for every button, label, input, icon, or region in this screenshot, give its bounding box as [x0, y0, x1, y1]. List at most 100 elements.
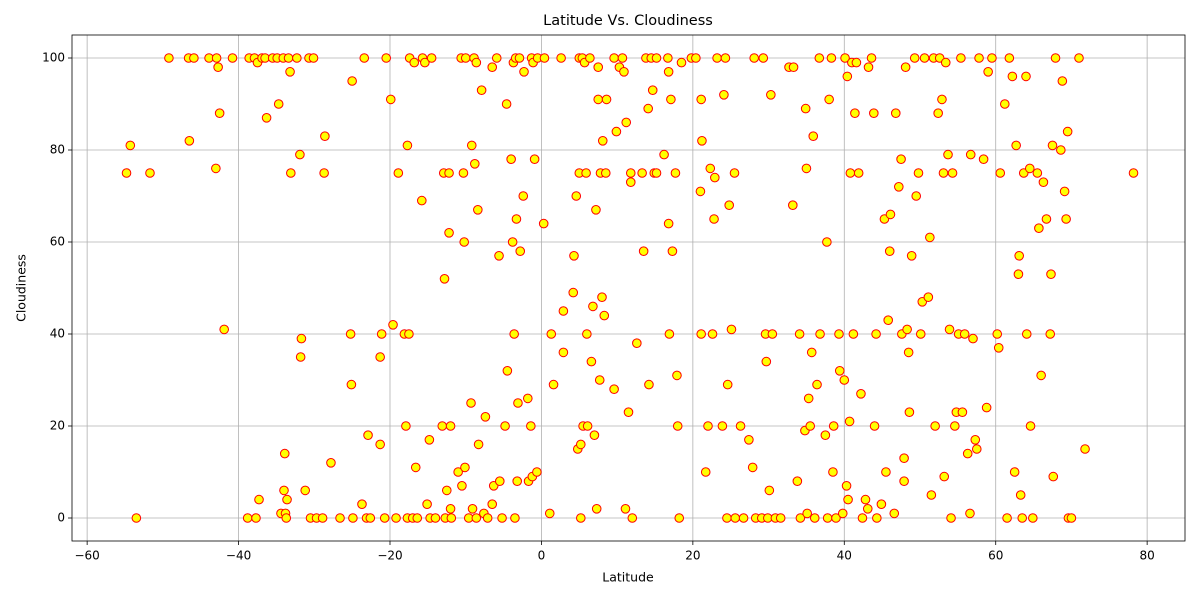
- point: [211, 53, 222, 63]
- point: [125, 140, 136, 151]
- point: [471, 513, 482, 523]
- point: [514, 53, 525, 63]
- point: [617, 53, 628, 63]
- y-tick-label: 80: [50, 143, 65, 157]
- point: [644, 379, 654, 390]
- point: [889, 508, 900, 519]
- point: [609, 53, 619, 63]
- point: [705, 163, 716, 174]
- point: [385, 94, 396, 105]
- point: [410, 462, 421, 473]
- point: [1059, 186, 1070, 197]
- point: [812, 379, 822, 390]
- point: [424, 435, 435, 445]
- y-tick-label: 100: [42, 51, 65, 65]
- point: [691, 53, 701, 63]
- point: [837, 508, 848, 519]
- point: [627, 513, 638, 523]
- point: [346, 379, 357, 390]
- point: [296, 333, 307, 344]
- point: [532, 467, 542, 477]
- point: [491, 53, 502, 63]
- point: [401, 421, 411, 431]
- point: [710, 172, 720, 183]
- point: [1036, 370, 1046, 381]
- point: [585, 53, 595, 63]
- point: [647, 85, 658, 95]
- point: [803, 393, 814, 404]
- point: [348, 513, 358, 523]
- point: [788, 200, 798, 210]
- point: [375, 352, 385, 362]
- point: [860, 494, 871, 505]
- point: [444, 168, 454, 178]
- point: [947, 168, 958, 178]
- point: [839, 375, 850, 385]
- point: [446, 513, 457, 523]
- point: [670, 168, 681, 178]
- point: [822, 513, 833, 523]
- point: [862, 504, 873, 514]
- point: [1013, 269, 1024, 280]
- x-tick-label: −40: [226, 549, 251, 563]
- x-tick-label: 80: [1140, 549, 1155, 563]
- point: [439, 274, 450, 284]
- point: [894, 182, 904, 192]
- point: [409, 57, 420, 68]
- point: [523, 393, 533, 404]
- point: [866, 53, 877, 63]
- point: [911, 191, 922, 201]
- point: [919, 53, 930, 63]
- point: [643, 103, 653, 114]
- point: [1061, 214, 1071, 224]
- y-tick-label: 60: [50, 235, 65, 249]
- point: [869, 421, 880, 431]
- point: [460, 53, 471, 63]
- point: [672, 421, 683, 431]
- point: [845, 168, 856, 178]
- point: [659, 149, 669, 160]
- point: [857, 513, 868, 523]
- point: [938, 168, 949, 178]
- point: [593, 94, 604, 105]
- point: [131, 513, 142, 523]
- point: [558, 347, 569, 358]
- point: [544, 508, 555, 519]
- point: [437, 421, 448, 431]
- point: [802, 508, 812, 519]
- point: [992, 329, 1003, 339]
- point: [792, 476, 803, 487]
- point: [319, 168, 329, 178]
- point: [473, 205, 483, 215]
- point: [285, 67, 295, 77]
- point: [511, 214, 522, 224]
- point: [930, 421, 940, 431]
- point: [720, 53, 731, 63]
- point: [1050, 53, 1061, 63]
- point: [518, 191, 529, 201]
- point: [995, 168, 1006, 178]
- point: [430, 513, 441, 523]
- point: [806, 347, 817, 358]
- point: [363, 430, 373, 441]
- point: [981, 402, 992, 413]
- point: [591, 205, 601, 215]
- point: [885, 209, 896, 220]
- point: [695, 186, 706, 197]
- point: [853, 168, 864, 178]
- point: [722, 513, 732, 523]
- point: [937, 94, 947, 105]
- point: [529, 154, 540, 164]
- point: [884, 246, 895, 256]
- point: [950, 421, 960, 431]
- point: [700, 467, 711, 477]
- point: [1128, 168, 1139, 178]
- point: [526, 421, 536, 431]
- point: [426, 53, 437, 63]
- point: [317, 513, 328, 523]
- point: [412, 513, 423, 523]
- point: [925, 232, 935, 243]
- point: [968, 333, 978, 344]
- point: [906, 251, 917, 261]
- point: [509, 329, 519, 339]
